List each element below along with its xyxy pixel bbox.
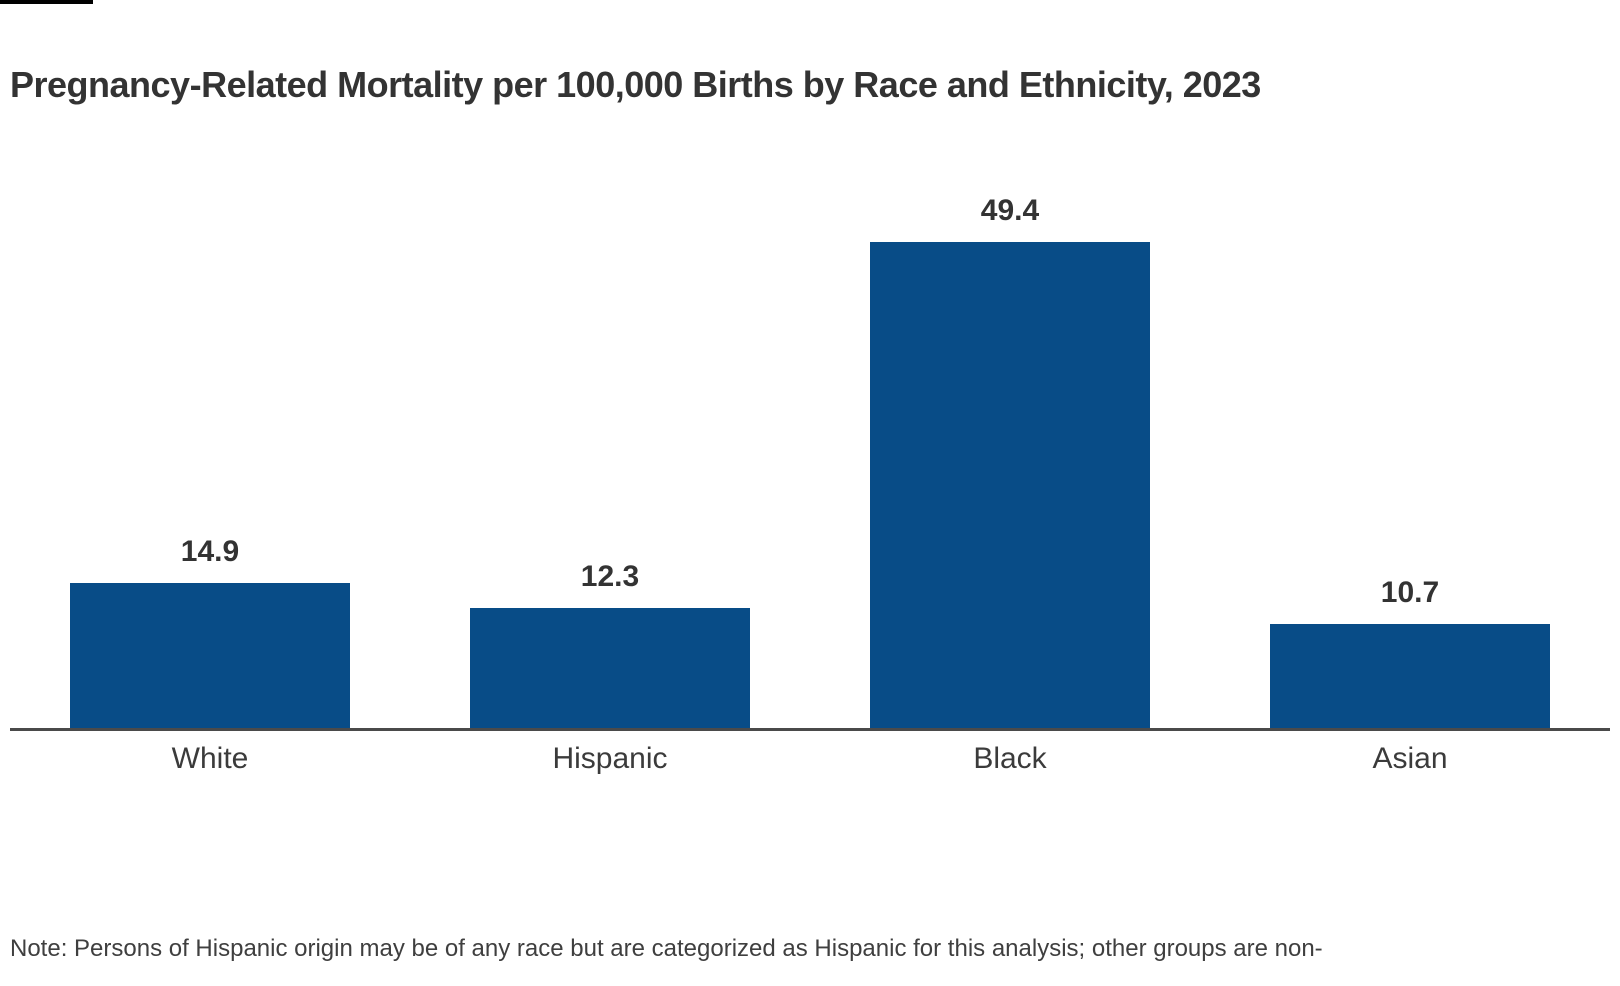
- bar-value-label-white: 14.9: [180, 535, 240, 568]
- x-axis-label-asian: Asian: [1372, 742, 1448, 775]
- chart-title: Pregnancy-Related Mortality per 100,000 …: [10, 64, 1261, 105]
- bar-black: [870, 242, 1150, 730]
- x-axis-label-white: White: [171, 742, 249, 775]
- top-accent-strip: [0, 0, 93, 4]
- x-axis-label-black: Black: [973, 742, 1047, 775]
- bar-group-asian: 10.7: [1270, 576, 1550, 730]
- bar-hispanic: [470, 608, 750, 730]
- x-axis-label-hispanic: Hispanic: [552, 742, 668, 775]
- x-axis-line: [10, 728, 1610, 731]
- bar-white: [70, 583, 350, 730]
- footnote: Note: Persons of Hispanic origin may be …: [10, 869, 1470, 986]
- bar-group-black: 49.4: [870, 194, 1150, 730]
- footnote-line-1: Note: Persons of Hispanic origin may be …: [10, 935, 1323, 962]
- bar-asian: [1270, 624, 1550, 730]
- bar-value-label-asian: 10.7: [1380, 576, 1440, 609]
- bar-group-white: 14.9: [70, 535, 350, 730]
- bar-group-hispanic: 12.3: [470, 560, 750, 730]
- bar-value-label-black: 49.4: [980, 194, 1040, 227]
- bar-value-label-hispanic: 12.3: [580, 560, 640, 593]
